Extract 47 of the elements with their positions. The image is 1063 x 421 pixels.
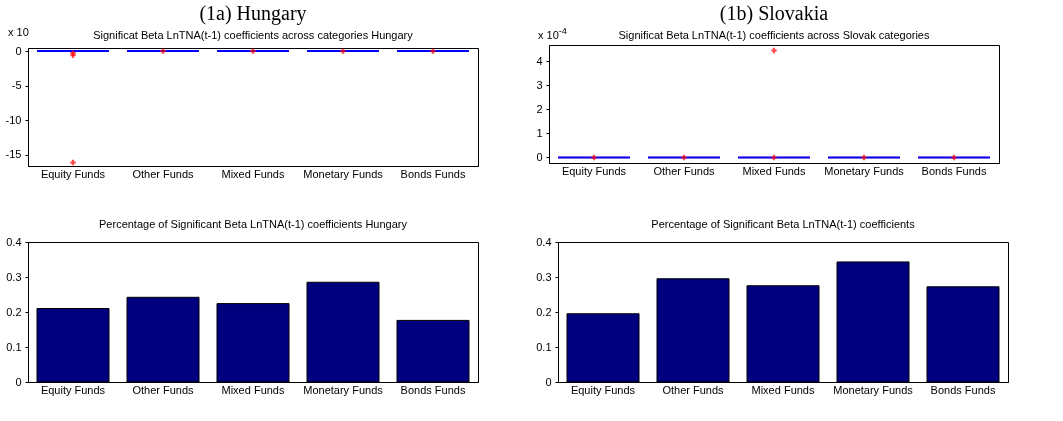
y-tick-label: 3 <box>536 78 543 91</box>
x-tick-label: Bonds Funds <box>921 164 987 177</box>
x-tick-label: Other Funds <box>132 167 195 180</box>
chart-title: Percentage of Significant Beta LnTNA(t-1) coefficients <box>651 218 916 230</box>
x-tick-label: Equity Funds <box>570 383 636 396</box>
y-tick-label: 2 <box>536 102 543 115</box>
x-tick-label: Mixed Funds <box>742 164 806 177</box>
x-tick-label: Mixed Funds <box>221 167 285 180</box>
text: x 10 <box>8 26 29 38</box>
chart-title: Percentage of Significant Beta LnTNA(t-1) coefficients Hungary <box>99 218 408 230</box>
y-tick-label: 0.2 <box>6 305 22 318</box>
x-tick-label: Equity Funds <box>40 383 106 396</box>
y-tick-label: 0.3 <box>536 270 552 283</box>
x-tick-label: Other Funds <box>132 383 195 396</box>
y-tick-label: 0.1 <box>6 340 22 353</box>
y-tick-label: -10 <box>5 113 22 126</box>
y-tick-label: 0.3 <box>6 270 22 283</box>
y-tick-label: 0 <box>536 150 543 163</box>
y-tick-label: 0 <box>15 375 22 388</box>
x-tick-label: Bonds Funds <box>400 383 466 396</box>
x-tick-label: Equity Funds <box>561 164 627 177</box>
x-tick-label: Bonds Funds <box>930 383 996 396</box>
x-tick-label: Equity Funds <box>40 167 106 180</box>
chart-subtitle: Significat Beta LnTNA(t-1) coefficients across categories Hungary <box>93 29 414 42</box>
chart-subtitle: Significat Beta LnTNA(t-1) coefficients across Slovak categories <box>618 29 930 41</box>
y-tick-label: 0.4 <box>536 235 552 248</box>
y-tick-label: 0.2 <box>536 305 552 318</box>
x-tick-label: Monetary Funds <box>824 164 905 177</box>
x-tick-label: Other Funds <box>653 164 716 177</box>
y-tick-label: -15 <box>5 148 22 161</box>
y-tick-label: 0 <box>545 375 552 388</box>
x-tick-label: Mixed Funds <box>751 383 815 396</box>
x-tick-label: Bonds Funds <box>400 167 466 180</box>
y-tick-label: -5 <box>11 79 22 92</box>
y-tick-label: 1 <box>536 126 543 139</box>
text: x 10$^{-4}$ <box>538 26 567 41</box>
chart-title: (1a) Hungary <box>199 2 307 26</box>
y-tick-label: 0.1 <box>536 340 552 353</box>
y-tick-label: 4 <box>536 54 543 67</box>
x-tick-label: Other Funds <box>662 383 725 396</box>
x-tick-label: Mixed Funds <box>221 383 285 396</box>
y-tick-label: 0.4 <box>6 235 22 248</box>
x-tick-label: Monetary Funds <box>303 383 384 396</box>
chart-title: (1b) Slovakia <box>719 2 829 25</box>
x-tick-label: Monetary Funds <box>833 383 914 396</box>
x-tick-label: Monetary Funds <box>303 167 384 180</box>
y-tick-label: 0 <box>15 44 22 57</box>
